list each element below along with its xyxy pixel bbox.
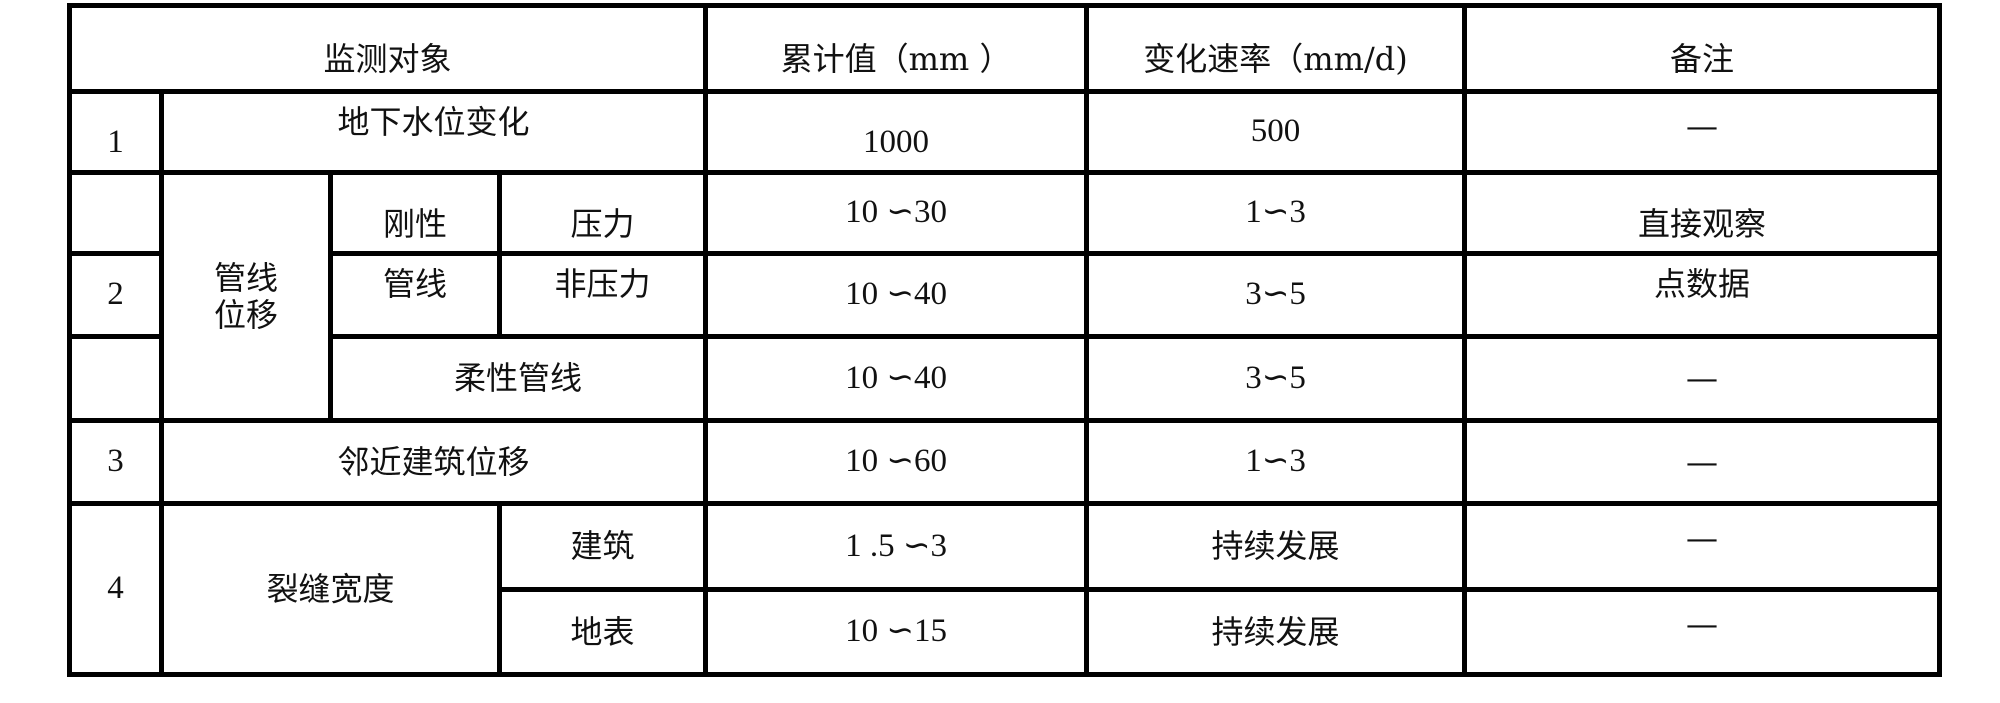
rate-value: 持续发展 bbox=[1084, 587, 1468, 677]
remark: — bbox=[1462, 587, 1943, 677]
row-number bbox=[67, 170, 164, 256]
rate-value: 1∽3 bbox=[1084, 170, 1468, 256]
header-object: 监测对象 bbox=[66, 3, 709, 94]
sub-category: 柔性管线 bbox=[327, 334, 709, 423]
monitoring-object: 地下水位变化 bbox=[158, 89, 709, 175]
header-cumulative: 累计值（mm ） bbox=[703, 3, 1090, 94]
header-remark: 备注 bbox=[1462, 3, 1943, 94]
table-row: 1 地下水位变化 1000 500 — bbox=[67, 89, 1943, 175]
header-rate: 变化速率（mm/d) bbox=[1084, 3, 1468, 94]
row-number bbox=[67, 334, 164, 423]
monitoring-object: 邻近建筑位移 bbox=[158, 418, 709, 506]
table-row: 地表 10 ∽15 持续发展 — bbox=[70, 587, 1943, 677]
cumulative-value: 1000 bbox=[703, 89, 1090, 175]
monitoring-group: 管线 位移 bbox=[159, 170, 333, 423]
rate-value: 1∽3 bbox=[1084, 418, 1468, 506]
cumulative-value: 10 ∽60 bbox=[703, 418, 1090, 506]
table-row: 3 邻近建筑位移 10 ∽60 1∽3 — bbox=[67, 418, 1943, 506]
table-row: 柔性管线 10 ∽40 3∽5 — bbox=[67, 334, 1943, 423]
cumulative-value: 10 ∽40 bbox=[703, 334, 1090, 423]
remark: — bbox=[1462, 501, 1943, 592]
cumulative-value: 10 ∽15 bbox=[703, 587, 1090, 677]
row-number: 3 bbox=[67, 418, 164, 506]
cumulative-value: 10 ∽30 bbox=[703, 170, 1090, 256]
monitoring-group: 裂缝宽度 bbox=[159, 501, 502, 677]
table-row: 管线 位移 刚性 压力 10 ∽30 1∽3 直接观察 bbox=[67, 170, 1943, 423]
rate-value: 3∽5 bbox=[1084, 251, 1468, 339]
cumulative-value: 1 .5 ∽3 bbox=[703, 501, 1090, 592]
row-number: 4 bbox=[67, 501, 164, 677]
remark: — bbox=[1462, 89, 1943, 175]
sub-type: 非压力 bbox=[496, 251, 709, 339]
table-row: 2 管线 非压力 10 ∽40 3∽5 点数据 bbox=[67, 251, 1943, 339]
rate-value: 500 bbox=[1084, 89, 1468, 175]
rate-value: 持续发展 bbox=[1084, 501, 1468, 592]
remark: 直接观察 bbox=[1462, 170, 1943, 256]
monitoring-table: 监测对象 累计值（mm ） 变化速率（mm/d) 备注 1 地下水位变化 100… bbox=[66, 3, 1943, 677]
sub-type: 地表 bbox=[496, 587, 709, 677]
remark: 点数据 bbox=[1462, 251, 1943, 339]
row-number: 2 bbox=[67, 251, 164, 339]
table-row: 4 裂缝宽度 建筑 1 .5 ∽3 持续发展 — bbox=[67, 501, 1943, 677]
header-row: 监测对象 累计值（mm ） 变化速率（mm/d) 备注 bbox=[66, 3, 1943, 94]
rate-value: 3∽5 bbox=[1084, 334, 1468, 423]
sub-type: 建筑 bbox=[496, 501, 709, 592]
remark: — bbox=[1462, 418, 1943, 506]
row-number: 1 bbox=[67, 89, 164, 175]
cumulative-value: 10 ∽40 bbox=[703, 251, 1090, 339]
sub-type: 压力 bbox=[496, 170, 709, 256]
sub-category: 管线 bbox=[328, 251, 502, 339]
sub-category: 刚性 bbox=[328, 170, 502, 256]
remark: — bbox=[1462, 334, 1943, 423]
